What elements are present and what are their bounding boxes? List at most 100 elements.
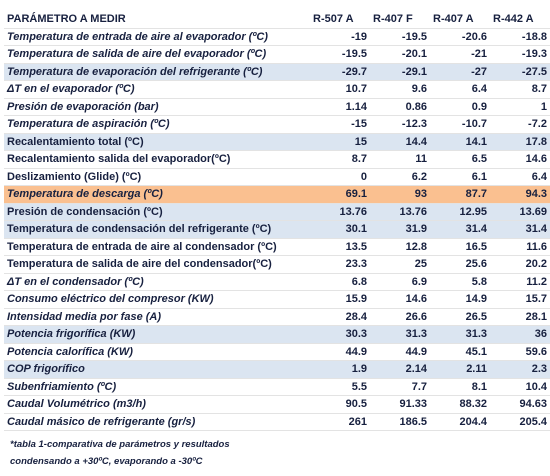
value-cell: 31.3 [430, 325, 490, 344]
table-row: Temperatura de entrada de aire al conden… [4, 238, 550, 256]
table-row: COP frigorífico 1.9 2.14 2.11 2.3 [4, 360, 550, 379]
header-cell: R-407 F [370, 10, 430, 29]
header-cell: PARÁMETRO A MEDIR [4, 10, 310, 29]
row-label: Temperatura de evaporación del refrigera… [4, 63, 310, 81]
value-cell: -21 [430, 45, 490, 64]
value-cell: -7.2 [490, 115, 550, 134]
value-cell: -29.1 [370, 63, 430, 81]
value-cell: 1 [490, 98, 550, 116]
value-cell: 6.5 [430, 150, 490, 169]
value-cell: 6.8 [310, 273, 370, 291]
value-cell: 45.1 [430, 343, 490, 361]
value-cell: 14.9 [430, 290, 490, 309]
table-row: Temperatura de salida de aire del evapor… [4, 45, 550, 64]
value-cell: -20.6 [430, 28, 490, 46]
value-cell: 0 [310, 168, 370, 186]
table-row: Presión de condensación (ºC) 13.76 13.76 12… [4, 203, 550, 221]
value-cell: -19.5 [310, 45, 370, 64]
value-cell: 14.1 [430, 133, 490, 151]
value-cell: 28.1 [490, 308, 550, 326]
value-cell: 94.63 [490, 395, 550, 414]
table-body: PARÁMETRO A MEDIR R-507 A R-407 F R-407 A R-… [4, 10, 550, 431]
value-cell: 10.4 [490, 378, 550, 396]
value-cell: 12.95 [430, 203, 490, 221]
header-row: PARÁMETRO A MEDIR R-507 A R-407 F R-407 A R-… [4, 10, 550, 29]
value-cell: 31.3 [370, 325, 430, 344]
value-cell: 14.4 [370, 133, 430, 151]
value-cell: 91.33 [370, 395, 430, 414]
value-cell: 1.9 [310, 360, 370, 379]
table-row: Intensidad media por fase (A) 28.4 26.6 26.… [4, 308, 550, 326]
value-cell: 13.76 [310, 203, 370, 221]
row-label: Recalentamiento salida del evaporador(ºC… [4, 150, 310, 169]
table-row: Temperatura de condensación del refriger… [4, 220, 550, 239]
table-row: ΔT en el evaporador (ºC) 10.7 9.6 6.4 8.7 [4, 80, 550, 99]
value-cell: -27.5 [490, 63, 550, 81]
row-label: Deslizamiento (Glide) (ºC) [4, 168, 310, 186]
value-cell: 59.6 [490, 343, 550, 361]
value-cell: 261 [310, 413, 370, 431]
value-cell: 13.69 [490, 203, 550, 221]
value-cell: 20.2 [490, 255, 550, 274]
table-row: Presión de evaporación (bar) 1.14 0.86 0.9 1 [4, 98, 550, 116]
value-cell: -27 [430, 63, 490, 81]
value-cell: -10.7 [430, 115, 490, 134]
value-cell: 1.14 [310, 98, 370, 116]
row-label: Intensidad media por fase (A) [4, 308, 310, 326]
value-cell: 14.6 [490, 150, 550, 169]
value-cell: -19 [310, 28, 370, 46]
value-cell: -18.8 [490, 28, 550, 46]
value-cell: 31.4 [490, 220, 550, 239]
value-cell: 8.7 [490, 80, 550, 99]
value-cell: 26.5 [430, 308, 490, 326]
row-label: ΔT en el condensador (ºC) [4, 273, 310, 291]
table-row: Subenfriamiento (ºC) 5.5 7.7 8.1 10.4 [4, 378, 550, 396]
value-cell: 36 [490, 325, 550, 344]
row-label: Temperatura de descarga (ºC) [4, 185, 310, 204]
value-cell: -29.7 [310, 63, 370, 81]
parameter-table: PARÁMETRO A MEDIR R-507 A R-407 F R-407 A R-… [4, 10, 550, 431]
value-cell: 94.3 [490, 185, 550, 204]
table-row: Temperatura de evaporación del refrigera… [4, 63, 550, 81]
table-row: Caudal másico de refrigerante (gr/s) 261 1… [4, 413, 550, 431]
row-label: Temperatura de entrada de aire al conden… [4, 238, 310, 256]
row-label: Potencia calorífica (KW) [4, 343, 310, 361]
value-cell: 2.3 [490, 360, 550, 379]
row-label: Temperatura de entrada de aire al evapor… [4, 28, 310, 46]
row-label: Temperatura de salida de aire del evapor… [4, 45, 310, 64]
row-label: Presión de condensación (ºC) [4, 203, 310, 221]
value-cell: 17.8 [490, 133, 550, 151]
table-row: Caudal Volumétrico (m3/h) 90.5 91.33 88.32 9… [4, 395, 550, 414]
table-row: Potencia calorífica (KW) 44.9 44.9 45.1 59.6 [4, 343, 550, 361]
value-cell: 6.9 [370, 273, 430, 291]
table-row: Deslizamiento (Glide) (ºC) 0 6.2 6.1 6.4 [4, 168, 550, 186]
value-cell: 28.4 [310, 308, 370, 326]
row-label: Temperatura de aspiración (ºC) [4, 115, 310, 134]
value-cell: 6.1 [430, 168, 490, 186]
row-label: Caudal másico de refrigerante (gr/s) [4, 413, 310, 431]
footnote: *tabla 1-comparativa de parámetros y res… [10, 436, 230, 470]
value-cell: 15.7 [490, 290, 550, 309]
value-cell: 30.3 [310, 325, 370, 344]
value-cell: 15 [310, 133, 370, 151]
header-cell: R-407 A [430, 10, 490, 29]
value-cell: 11.6 [490, 238, 550, 256]
value-cell: 6.4 [490, 168, 550, 186]
value-cell: -19.3 [490, 45, 550, 64]
table-row: Temperatura de entrada de aire al evapor… [4, 28, 550, 46]
row-label: Presión de evaporación (bar) [4, 98, 310, 116]
row-label: Consumo eléctrico del compresor (KW) [4, 290, 310, 309]
value-cell: 87.7 [430, 185, 490, 204]
table-row: Consumo eléctrico del compresor (KW) 15.9… [4, 290, 550, 309]
row-label: Potencia frigorífica (KW) [4, 325, 310, 344]
table-row: Recalentamiento salida del evaporador(ºC… [4, 150, 550, 169]
value-cell: 7.7 [370, 378, 430, 396]
value-cell: 186.5 [370, 413, 430, 431]
value-cell: 88.32 [430, 395, 490, 414]
value-cell: 11 [370, 150, 430, 169]
value-cell: -20.1 [370, 45, 430, 64]
table-row: Potencia frigorífica (KW) 30.3 31.3 31.3 36 [4, 325, 550, 344]
value-cell: 8.1 [430, 378, 490, 396]
value-cell: 14.6 [370, 290, 430, 309]
